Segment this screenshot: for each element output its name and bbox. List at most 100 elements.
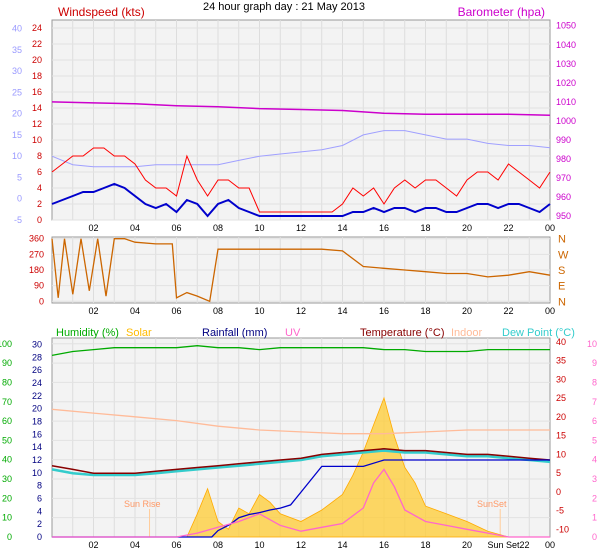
temperature-tick: 30: [556, 374, 566, 384]
compass-tick: E: [558, 281, 565, 293]
humidity-tick: 100: [0, 339, 12, 349]
temperature-tick: 25: [556, 393, 566, 403]
humidity-line: [51, 345, 550, 357]
rainfall-tick: 26: [32, 365, 42, 375]
x-tick-label: 10: [254, 540, 264, 550]
x-tick-label: 02: [88, 540, 98, 550]
x-tick-label: 22: [503, 223, 513, 233]
uv-tick: 8: [592, 377, 597, 387]
wind-panel-grid: [52, 20, 550, 221]
wind-temp-tick: 35: [12, 45, 22, 55]
x-tick-label: Sun Set22: [487, 540, 529, 550]
temperature-tick: 0: [556, 487, 561, 497]
x-tick-label: 14: [337, 306, 347, 316]
x-tick-label: 16: [379, 540, 389, 550]
x-tick-label: 12: [296, 306, 306, 316]
uv-tick: 5: [592, 435, 597, 445]
direction-degree-tick: 90: [34, 281, 44, 291]
barometer-tick: 1030: [556, 59, 576, 69]
x-tick-label: 06: [171, 540, 181, 550]
uv-tick: 3: [592, 474, 597, 484]
climate-panel-axes: 0102030405060708090100024681012141618202…: [0, 337, 597, 550]
dew-point-label: Dew Point (°C): [502, 327, 575, 339]
rainfall-tick: 6: [37, 493, 42, 503]
humidity-tick: 20: [2, 493, 12, 503]
x-tick-label: 02: [88, 306, 98, 316]
x-tick-label: 16: [379, 223, 389, 233]
rainfall-tick: 18: [32, 416, 42, 426]
rainfall-tick: 4: [37, 506, 42, 516]
humidity-tick: 30: [2, 474, 12, 484]
wind-temp-tick: 25: [12, 87, 22, 97]
rainfall-tick: 2: [37, 519, 42, 529]
x-tick-label: 18: [420, 223, 430, 233]
windspeed-tick: 16: [32, 87, 42, 97]
uv-tick: 10: [587, 339, 597, 349]
uv-tick: 1: [592, 513, 597, 523]
direction-panel-plot: [51, 238, 551, 303]
temperature-tick: 15: [556, 431, 566, 441]
barometer-tick: 1050: [556, 21, 576, 31]
page-title: 24 hour graph day : 21 May 2013: [203, 1, 365, 13]
x-tick-label: 18: [420, 306, 430, 316]
temperature-label: Temperature (°C): [360, 327, 444, 339]
temperature-tick: -5: [556, 506, 564, 516]
barometer-tick: 990: [556, 135, 571, 145]
x-tick-label: 02: [88, 223, 98, 233]
x-tick-label: 22: [503, 306, 513, 316]
humidity-tick: 50: [2, 435, 12, 445]
rainfall-tick: 8: [37, 481, 42, 491]
x-tick-label: 12: [296, 223, 306, 233]
wind-temp-tick: 5: [17, 172, 22, 182]
barometer-tick: 1000: [556, 116, 576, 126]
windspeed-tick: 4: [37, 183, 42, 193]
humidity-tick: 90: [2, 358, 12, 368]
x-tick-label: 04: [130, 223, 140, 233]
wind-temp-tick: 40: [12, 24, 22, 34]
temp-line: [51, 130, 551, 168]
indoor-line: [51, 408, 550, 435]
direction-panel-grid: [52, 237, 550, 303]
windspeed-tick: 6: [37, 167, 42, 177]
uv-tick: 0: [592, 532, 597, 542]
indoor-label: Indoor: [451, 327, 483, 339]
humidity-tick: 80: [2, 377, 12, 387]
windspeed-tick: 14: [32, 103, 42, 113]
climate-panel-plot: [51, 345, 551, 538]
uv-tick: 2: [592, 493, 597, 503]
rainfall-tick: 16: [32, 429, 42, 439]
x-tick-label: 14: [337, 540, 347, 550]
x-tick-label: 08: [213, 223, 223, 233]
rainfall-tick: 22: [32, 391, 42, 401]
wind-panel-axes: -505101520253035400246810121416182022249…: [12, 21, 576, 233]
rainfall-tick: 0: [37, 532, 42, 542]
windspeed-label: Windspeed (kts): [58, 5, 145, 19]
x-tick-label: 00: [545, 223, 555, 233]
x-tick-label: 18: [420, 540, 430, 550]
temperature-tick: 35: [556, 356, 566, 366]
x-tick-label: 08: [213, 540, 223, 550]
direction-degree-tick: 180: [29, 265, 44, 275]
windspeed-tick: 0: [37, 215, 42, 225]
wind-direction-line: [51, 238, 551, 303]
wind-temp-tick: 0: [17, 194, 22, 204]
compass-tick: N: [558, 296, 566, 308]
wind-temp-tick: 10: [12, 151, 22, 161]
barometer-label: Barometer (hpa): [458, 5, 545, 19]
x-tick-label: 10: [254, 306, 264, 316]
barometer-tick: 960: [556, 192, 571, 202]
rainfall-tick: 12: [32, 455, 42, 465]
wind-panel-plot: [51, 101, 551, 218]
rainfall-tick: 20: [32, 404, 42, 414]
temperature-tick: 10: [556, 449, 566, 459]
barometer-tick: 1010: [556, 97, 576, 107]
windspeed-tick: 2: [37, 199, 42, 209]
avg-line: [51, 182, 551, 218]
rainfall-tick: 14: [32, 442, 42, 452]
uv-line: [52, 468, 550, 538]
direction-degree-tick: 0: [39, 296, 44, 306]
uv-label: UV: [285, 327, 301, 339]
windspeed-tick: 24: [32, 23, 42, 33]
